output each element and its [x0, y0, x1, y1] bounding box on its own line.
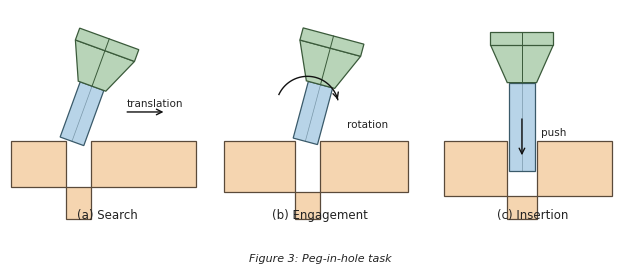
Polygon shape [76, 28, 139, 61]
Polygon shape [300, 40, 361, 89]
Text: (c) Insertion: (c) Insertion [497, 209, 568, 222]
Polygon shape [509, 83, 534, 171]
Polygon shape [300, 28, 364, 56]
Text: (a) Search: (a) Search [77, 209, 138, 222]
Polygon shape [508, 196, 536, 219]
Text: push: push [541, 128, 566, 138]
Polygon shape [320, 141, 408, 192]
Polygon shape [293, 81, 333, 145]
Polygon shape [490, 45, 554, 83]
Polygon shape [295, 192, 320, 219]
Polygon shape [490, 32, 554, 45]
Text: Figure 3: Peg-in-hole task: Figure 3: Peg-in-hole task [249, 254, 391, 264]
Text: translation: translation [127, 99, 183, 109]
Polygon shape [223, 141, 295, 192]
Polygon shape [536, 141, 612, 196]
Polygon shape [444, 141, 508, 196]
Text: (b) Engagement: (b) Engagement [272, 209, 368, 222]
Polygon shape [91, 141, 196, 187]
Polygon shape [11, 141, 66, 187]
Polygon shape [60, 82, 104, 146]
Polygon shape [76, 40, 134, 91]
Text: rotation: rotation [348, 120, 388, 130]
Polygon shape [66, 187, 91, 219]
